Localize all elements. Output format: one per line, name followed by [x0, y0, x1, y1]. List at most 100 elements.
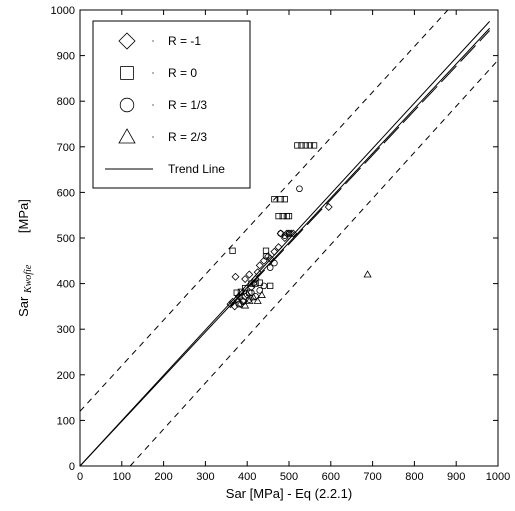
point-diamond — [270, 247, 279, 256]
point-triangle — [257, 290, 266, 298]
point-circle — [260, 282, 268, 290]
point-diamond — [287, 229, 296, 238]
y-tick-label: 800 — [57, 96, 75, 108]
data-points — [226, 142, 372, 311]
legend-label: R = 0 — [168, 66, 197, 80]
point-triangle — [245, 296, 254, 304]
x-tick-label: 900 — [447, 471, 465, 483]
point-square — [241, 285, 249, 292]
legend-item: R = 0 — [120, 66, 197, 80]
x-tick-label: 500 — [280, 471, 298, 483]
legend-marker-triangle — [118, 128, 136, 144]
point-diamond — [245, 270, 254, 279]
reference-line-solid — [79, 27, 491, 467]
point-square — [279, 212, 286, 220]
legend-marker-square — [120, 66, 134, 80]
legend-dot — [152, 136, 154, 138]
legend-label: R = 1/3 — [168, 98, 207, 112]
point-square — [275, 212, 282, 220]
point-triangle — [241, 301, 250, 309]
x-tick-label: 700 — [363, 471, 381, 483]
point-square — [283, 212, 291, 220]
point-circle — [296, 185, 303, 193]
y-tick-label: 400 — [57, 279, 75, 291]
x-tick-label: 0 — [77, 471, 83, 483]
x-tick-label: 600 — [322, 471, 340, 483]
y-tick-label: 500 — [57, 233, 75, 245]
y-tick-label: 900 — [57, 51, 75, 63]
y-tick-label: 300 — [57, 324, 75, 336]
point-square — [310, 142, 318, 149]
point-square — [246, 289, 253, 296]
point-diamond — [230, 302, 239, 311]
point-circle — [285, 230, 293, 237]
legend-marker-circle — [119, 97, 135, 113]
point-diamond — [241, 275, 250, 284]
legend-item: Trend Line — [105, 162, 225, 176]
x-tick-label: 1000 — [486, 471, 510, 483]
x-tick-label: 200 — [154, 471, 172, 483]
x-tick-label: 300 — [196, 471, 214, 483]
legend-label: R = 2/3 — [168, 130, 207, 144]
point-diamond — [231, 272, 240, 281]
x-axis-title: Sar [MPa] - Eq (2.2.1) — [226, 486, 352, 501]
point-diamond — [226, 300, 235, 309]
point-diamond — [236, 300, 245, 309]
y-axis-title-unit: [MPa] — [16, 199, 31, 233]
legend-item: R = 1/3 — [119, 97, 207, 113]
point-square — [237, 288, 245, 295]
point-diamond — [289, 229, 298, 238]
point-triangle — [363, 270, 372, 278]
point-square — [298, 142, 305, 149]
y-tick-label: 1000 — [51, 5, 75, 17]
y-tick-label: 600 — [57, 187, 75, 199]
point-diamond — [274, 243, 283, 252]
legend: R = -1 R = 0 R = 1/3 R = 2/3 Trend Line — [92, 20, 251, 189]
point-square — [277, 196, 284, 203]
point-square — [281, 196, 288, 203]
point-square — [229, 247, 236, 254]
y-axis-title-subscript: Kwofie — [23, 264, 34, 294]
point-square — [302, 142, 309, 149]
y-axis-title: Sar Kwofie [MPa] — [16, 199, 34, 317]
point-square — [267, 282, 274, 290]
y-tick-label: 0 — [69, 461, 75, 473]
point-circle — [256, 287, 264, 294]
reference-line-solid — [79, 21, 491, 467]
point-square — [271, 196, 278, 203]
y-tick-label: 100 — [57, 415, 75, 427]
point-diamond — [251, 275, 260, 284]
axis-ticks: 0 100 200 300 400 500 600 700 800 900 1000 0 100 200 3… — [51, 5, 511, 483]
point-square — [294, 142, 301, 149]
point-diamond — [259, 256, 268, 265]
point-square — [248, 280, 255, 287]
reference-line-dashed — [129, 59, 499, 467]
legend-label: Trend Line — [168, 162, 225, 176]
legend-dot — [152, 40, 154, 42]
point-triangle — [249, 293, 258, 301]
legend-dot — [152, 72, 154, 74]
point-circle — [241, 293, 249, 300]
point-circle — [266, 264, 274, 271]
point-square — [285, 212, 293, 220]
point-diamond — [266, 254, 275, 263]
point-circle — [239, 298, 247, 306]
point-diamond — [276, 229, 285, 238]
point-square — [252, 280, 259, 287]
point-square — [256, 279, 263, 286]
point-circle — [252, 293, 259, 300]
legend-dot — [152, 104, 154, 106]
legend-item: R = -1 — [118, 32, 201, 50]
point-diamond — [255, 261, 264, 270]
x-tick-label: 100 — [113, 471, 131, 483]
point-triangle — [253, 296, 262, 304]
y-axis-title-main: Sar — [16, 296, 31, 317]
reference-line-dashed — [79, 9, 449, 412]
point-square — [233, 289, 240, 296]
legend-item: R = 2/3 — [118, 128, 207, 144]
point-circle — [262, 252, 270, 260]
point-square — [306, 142, 314, 149]
point-diamond — [232, 295, 241, 304]
point-circle — [248, 289, 255, 297]
